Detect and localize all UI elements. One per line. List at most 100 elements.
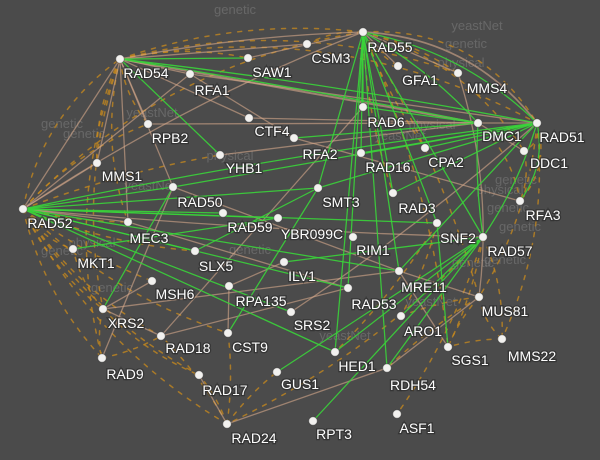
- edge-MUS81-RDH54: [386, 296, 480, 369]
- node-ARO1[interactable]: [396, 311, 406, 321]
- node-RPB2[interactable]: [143, 119, 153, 129]
- edge-RAD55-RAD51: [362, 31, 538, 124]
- node-RAD16[interactable]: [356, 148, 366, 158]
- node-RAD3[interactable]: [388, 188, 398, 198]
- node-label-RAD52: RAD52: [27, 215, 72, 231]
- edge-CPA2-RAD51: [424, 122, 538, 149]
- edge-SRS2-RAD51: [290, 122, 538, 313]
- node-CPA2[interactable]: [420, 143, 430, 153]
- edge-RAD54-RPB2: [119, 58, 149, 125]
- edge-RAD6-RAD18: [160, 106, 364, 337]
- edge-RAD57-RDH54: [386, 236, 484, 369]
- node-MMS4[interactable]: [453, 68, 463, 78]
- edge-RAD52-RAD55: [22, 31, 364, 210]
- node-label-RFA1: RFA1: [194, 82, 229, 98]
- node-CST9[interactable]: [223, 328, 233, 338]
- edge-RAD55-MUS81: [362, 31, 480, 298]
- node-label-SNF2: SNF2: [440, 230, 476, 246]
- node-CSM3[interactable]: [302, 39, 312, 49]
- edge-RAD51-MUS81: [478, 122, 538, 298]
- node-MSH6[interactable]: [147, 276, 157, 286]
- edge-RAD54-MMS1: [96, 58, 121, 164]
- node-XRS2[interactable]: [98, 304, 108, 314]
- edge-RAD52-MRE11: [22, 208, 400, 272]
- node-CTF4[interactable]: [244, 113, 254, 123]
- edge-RDH54-MUS81: [386, 296, 480, 369]
- node-RDH54[interactable]: [382, 363, 392, 373]
- node-RAD53[interactable]: [343, 283, 353, 293]
- node-RPA135[interactable]: [224, 281, 234, 291]
- node-RAD57[interactable]: [478, 232, 488, 242]
- node-label-MSH6: MSH6: [156, 286, 195, 302]
- node-YHB1[interactable]: [215, 150, 225, 160]
- node-label-GUS1: GUS1: [281, 376, 319, 392]
- node-label-RAD51: RAD51: [539, 129, 584, 145]
- node-ILV1[interactable]: [279, 257, 289, 267]
- node-RAD50[interactable]: [168, 182, 178, 192]
- node-RAD9[interactable]: [97, 353, 107, 363]
- node-MEC3[interactable]: [123, 217, 133, 227]
- edge-RAD6-DMC1: [362, 106, 479, 124]
- node-YBR099C[interactable]: [273, 213, 283, 223]
- node-RAD55[interactable]: [358, 27, 368, 37]
- node-label-CSM3: CSM3: [312, 50, 351, 66]
- node-label-SRS2: SRS2: [294, 317, 331, 333]
- node-SRS2[interactable]: [286, 307, 296, 317]
- node-RAD54[interactable]: [115, 54, 125, 64]
- node-RAD59[interactable]: [218, 208, 228, 218]
- node-HED1[interactable]: [330, 347, 340, 357]
- node-label-SMT3: SMT3: [322, 194, 360, 210]
- node-MMS1[interactable]: [92, 158, 102, 168]
- node-DDC1[interactable]: [519, 146, 529, 156]
- edge-RAD52-RAD57: [22, 208, 484, 238]
- edge-DMC1-RFA3: [477, 122, 521, 202]
- edge-MRE11-RAD51: [398, 122, 538, 272]
- node-label-RAD59: RAD59: [227, 219, 272, 235]
- node-label-RAD24: RAD24: [231, 430, 276, 446]
- node-RAD18[interactable]: [156, 331, 166, 341]
- node-SAW1[interactable]: [243, 53, 253, 63]
- node-label-RAD3: RAD3: [398, 200, 436, 216]
- node-RAD6[interactable]: [358, 102, 368, 112]
- node-label-ASF1: ASF1: [399, 420, 434, 436]
- node-label-RPT3: RPT3: [316, 426, 352, 442]
- node-label-MMS4: MMS4: [467, 80, 508, 96]
- node-GFA1[interactable]: [393, 61, 403, 71]
- edge-RAD55-MMS4: [362, 31, 459, 74]
- node-RIM1[interactable]: [348, 232, 358, 242]
- node-ASF1[interactable]: [392, 409, 402, 419]
- node-label-MMS22: MMS22: [508, 348, 556, 364]
- edge-RAD52-SRS2: [22, 208, 292, 313]
- node-RAD52[interactable]: [18, 204, 28, 214]
- node-label-CST9: CST9: [232, 339, 268, 355]
- node-RFA3[interactable]: [515, 196, 525, 206]
- node-label-RDH54: RDH54: [390, 377, 436, 393]
- node-SMT3[interactable]: [313, 183, 323, 193]
- edge-RAD54-DMC1: [119, 58, 479, 124]
- edge-RAD52-SNF2: [22, 208, 438, 224]
- node-SLX5[interactable]: [190, 246, 200, 256]
- node-RPT3[interactable]: [308, 416, 318, 426]
- edge-RAD53-MEC3: [127, 221, 349, 289]
- node-MUS81[interactable]: [474, 292, 484, 302]
- node-label-RAD9: RAD9: [106, 366, 144, 382]
- node-GUS1[interactable]: [272, 367, 282, 377]
- edge-SMT3-RAD51: [317, 122, 538, 189]
- node-RAD51[interactable]: [532, 118, 542, 128]
- node-MMS22[interactable]: [497, 334, 507, 344]
- node-label-MKT1: MKT1: [77, 255, 115, 271]
- node-RAD24[interactable]: [222, 419, 232, 429]
- node-MRE11[interactable]: [394, 266, 404, 276]
- node-DMC1[interactable]: [473, 118, 483, 128]
- node-label-RAD55: RAD55: [367, 39, 412, 55]
- node-MKT1[interactable]: [68, 244, 78, 254]
- edge-RAD9-RAD18: [101, 335, 162, 359]
- node-RFA1[interactable]: [185, 69, 195, 79]
- node-RFA2[interactable]: [289, 133, 299, 143]
- node-RAD17[interactable]: [194, 370, 204, 380]
- node-label-RFA3: RFA3: [525, 207, 560, 223]
- node-SGS1[interactable]: [443, 342, 453, 352]
- node-SNF2[interactable]: [432, 218, 442, 228]
- node-label-YHB1: YHB1: [226, 160, 263, 176]
